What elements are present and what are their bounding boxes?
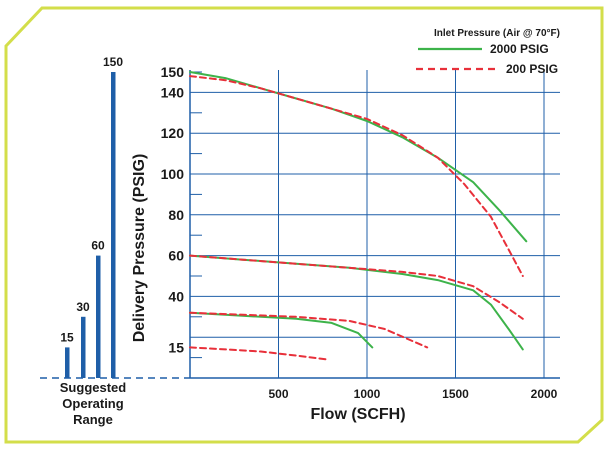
- range-bar-30: [81, 316, 86, 378]
- legend-label-2000-psig: 2000 PSIG: [490, 42, 549, 56]
- range-caption-line-2: Operating: [62, 396, 123, 411]
- curve-200-psig-1: [189, 254, 524, 320]
- curves: [189, 71, 528, 361]
- x-axis-label: Flow (SCFH): [310, 406, 405, 423]
- range-bar-label-60: 60: [91, 239, 105, 253]
- y-tick-label-140: 140: [161, 84, 185, 100]
- y-tick-label-100: 100: [161, 166, 185, 182]
- legend-title: Inlet Pressure (Air @ 70°F): [434, 28, 560, 39]
- curve-200-psig-0: [189, 75, 524, 277]
- range-caption-line-3: Range: [73, 412, 113, 427]
- chart-frame: [4, 6, 604, 444]
- legend: Inlet Pressure (Air @ 70°F) 2000 PSIG 20…: [416, 28, 560, 76]
- range-bar-label-150: 150: [103, 55, 123, 69]
- y-tick-label-60: 60: [168, 248, 184, 264]
- range-caption-line-1: Suggested: [60, 380, 127, 395]
- axes: 500 1000 1500 2000 15 40 60 80 100 120 140 150: [40, 64, 560, 401]
- x-tick-label-500: 500: [268, 387, 288, 401]
- x-tick-label-1000: 1000: [354, 387, 381, 401]
- grid: [190, 70, 560, 378]
- y-tick-label-40: 40: [168, 288, 184, 304]
- y-tick-label-80: 80: [168, 207, 184, 223]
- y-axis-label: Delivery Pressure (PSIG): [131, 154, 148, 343]
- range-caption: Suggested Operating Range: [60, 380, 127, 427]
- range-bars: 15 30 60 150: [60, 55, 123, 378]
- range-bar-label-15: 15: [60, 330, 74, 344]
- curve-200-psig-3: [189, 346, 330, 361]
- range-bar-150: [111, 72, 116, 378]
- x-tick-label-2000: 2000: [531, 387, 558, 401]
- y-tick-label-150: 150: [161, 64, 185, 80]
- y-tick-label-15: 15: [168, 339, 184, 355]
- range-bar-60: [96, 255, 101, 378]
- curve-200-psig-2: [189, 311, 429, 349]
- y-tick-label-120: 120: [161, 125, 185, 141]
- range-bar-label-30: 30: [76, 300, 90, 314]
- range-bar-15: [65, 347, 70, 378]
- x-tick-label-1500: 1500: [442, 387, 469, 401]
- legend-label-200-psig: 200 PSIG: [506, 62, 558, 76]
